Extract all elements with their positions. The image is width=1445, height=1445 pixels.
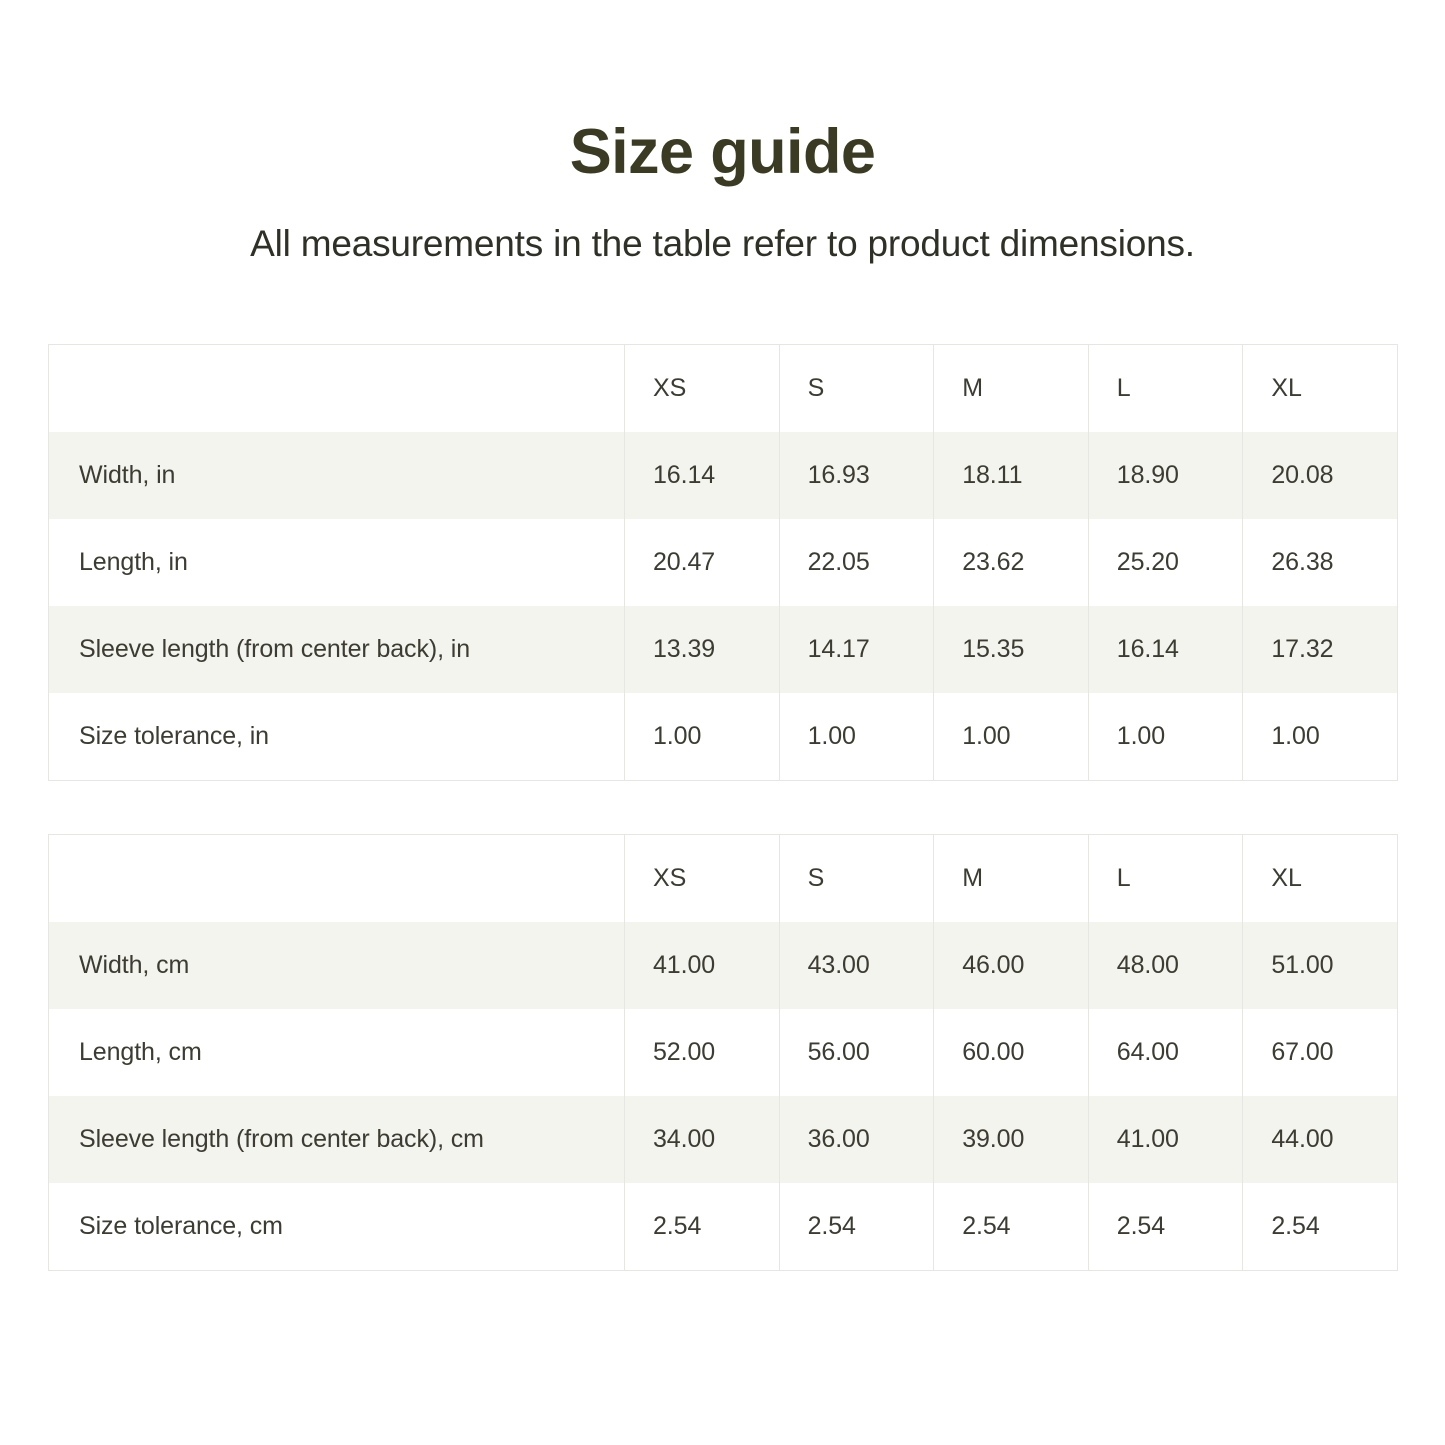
cell-xl: 44.00 bbox=[1242, 1096, 1398, 1184]
cell-xl: 51.00 bbox=[1242, 922, 1398, 1010]
page-subtitle: All measurements in the table refer to p… bbox=[250, 223, 1195, 265]
column-header-s: S bbox=[778, 834, 934, 923]
column-header-xs: XS bbox=[624, 344, 780, 433]
cell-xl: 26.38 bbox=[1242, 519, 1398, 607]
cell-m: 18.11 bbox=[933, 432, 1089, 520]
cell-xs: 13.39 bbox=[624, 606, 780, 694]
column-header-m: M bbox=[933, 834, 1089, 923]
table-header-row: XS S M L XL bbox=[48, 344, 1398, 433]
column-header-xl: XL bbox=[1242, 834, 1398, 923]
cell-xs: 20.47 bbox=[624, 519, 780, 607]
cell-xl: 17.32 bbox=[1242, 606, 1398, 694]
row-label: Size tolerance, in bbox=[48, 693, 625, 781]
cell-m: 39.00 bbox=[933, 1096, 1089, 1184]
table-header: XS S M L XL bbox=[48, 344, 1398, 433]
column-header-l: L bbox=[1087, 344, 1243, 433]
cell-xl: 20.08 bbox=[1242, 432, 1398, 520]
cell-l: 16.14 bbox=[1087, 606, 1243, 694]
cell-m: 60.00 bbox=[933, 1009, 1089, 1097]
column-header-s: S bbox=[778, 344, 934, 433]
table-row: Length, in 20.47 22.05 23.62 25.20 26.38 bbox=[48, 519, 1398, 607]
cell-m: 23.62 bbox=[933, 519, 1089, 607]
cell-xs: 16.14 bbox=[624, 432, 780, 520]
cell-l: 25.20 bbox=[1087, 519, 1243, 607]
cell-l: 64.00 bbox=[1087, 1009, 1243, 1097]
table-row: Sleeve length (from center back), cm 34.… bbox=[48, 1096, 1398, 1184]
size-table-centimeters-block: XS S M L XL Width, cm 41.00 43.00 46.00 … bbox=[48, 833, 1398, 1271]
row-label: Length, in bbox=[48, 519, 625, 607]
cell-s: 2.54 bbox=[778, 1183, 934, 1271]
cell-xl: 2.54 bbox=[1242, 1183, 1398, 1271]
column-header-measurement bbox=[48, 344, 625, 433]
size-table-inches: XS S M L XL Width, in 16.14 16.93 18.11 … bbox=[48, 343, 1398, 781]
table-row: Sleeve length (from center back), in 13.… bbox=[48, 606, 1398, 694]
cell-s: 1.00 bbox=[778, 693, 934, 781]
cell-l: 2.54 bbox=[1087, 1183, 1243, 1271]
table-row: Width, in 16.14 16.93 18.11 18.90 20.08 bbox=[48, 432, 1398, 520]
cell-xs: 2.54 bbox=[624, 1183, 780, 1271]
column-header-m: M bbox=[933, 344, 1089, 433]
column-header-measurement bbox=[48, 834, 625, 923]
table-body: Width, in 16.14 16.93 18.11 18.90 20.08 … bbox=[48, 432, 1398, 781]
cell-xs: 41.00 bbox=[624, 922, 780, 1010]
cell-m: 2.54 bbox=[933, 1183, 1089, 1271]
table-row: Size tolerance, in 1.00 1.00 1.00 1.00 1… bbox=[48, 693, 1398, 781]
cell-s: 14.17 bbox=[778, 606, 934, 694]
cell-xs: 52.00 bbox=[624, 1009, 780, 1097]
cell-m: 1.00 bbox=[933, 693, 1089, 781]
cell-s: 16.93 bbox=[778, 432, 934, 520]
row-label: Width, cm bbox=[48, 922, 625, 1010]
cell-s: 43.00 bbox=[778, 922, 934, 1010]
row-label: Width, in bbox=[48, 432, 625, 520]
cell-l: 1.00 bbox=[1087, 693, 1243, 781]
column-header-xs: XS bbox=[624, 834, 780, 923]
row-label: Sleeve length (from center back), in bbox=[48, 606, 625, 694]
row-label: Sleeve length (from center back), cm bbox=[48, 1096, 625, 1184]
table-body: Width, cm 41.00 43.00 46.00 48.00 51.00 … bbox=[48, 922, 1398, 1271]
size-table-inches-block: XS S M L XL Width, in 16.14 16.93 18.11 … bbox=[48, 343, 1398, 781]
table-row: Width, cm 41.00 43.00 46.00 48.00 51.00 bbox=[48, 922, 1398, 1010]
cell-l: 41.00 bbox=[1087, 1096, 1243, 1184]
cell-l: 18.90 bbox=[1087, 432, 1243, 520]
column-header-l: L bbox=[1087, 834, 1243, 923]
cell-s: 22.05 bbox=[778, 519, 934, 607]
cell-xl: 1.00 bbox=[1242, 693, 1398, 781]
cell-m: 15.35 bbox=[933, 606, 1089, 694]
row-label: Length, cm bbox=[48, 1009, 625, 1097]
cell-s: 56.00 bbox=[778, 1009, 934, 1097]
cell-xs: 1.00 bbox=[624, 693, 780, 781]
cell-xl: 67.00 bbox=[1242, 1009, 1398, 1097]
row-label: Size tolerance, cm bbox=[48, 1183, 625, 1271]
cell-l: 48.00 bbox=[1087, 922, 1243, 1010]
cell-m: 46.00 bbox=[933, 922, 1089, 1010]
column-header-xl: XL bbox=[1242, 344, 1398, 433]
table-header: XS S M L XL bbox=[48, 834, 1398, 923]
page-title: Size guide bbox=[569, 117, 876, 187]
cell-xs: 34.00 bbox=[624, 1096, 780, 1184]
table-header-row: XS S M L XL bbox=[48, 834, 1398, 923]
table-row: Size tolerance, cm 2.54 2.54 2.54 2.54 2… bbox=[48, 1183, 1398, 1271]
cell-s: 36.00 bbox=[778, 1096, 934, 1184]
size-table-centimeters: XS S M L XL Width, cm 41.00 43.00 46.00 … bbox=[48, 833, 1398, 1271]
table-row: Length, cm 52.00 56.00 60.00 64.00 67.00 bbox=[48, 1009, 1398, 1097]
